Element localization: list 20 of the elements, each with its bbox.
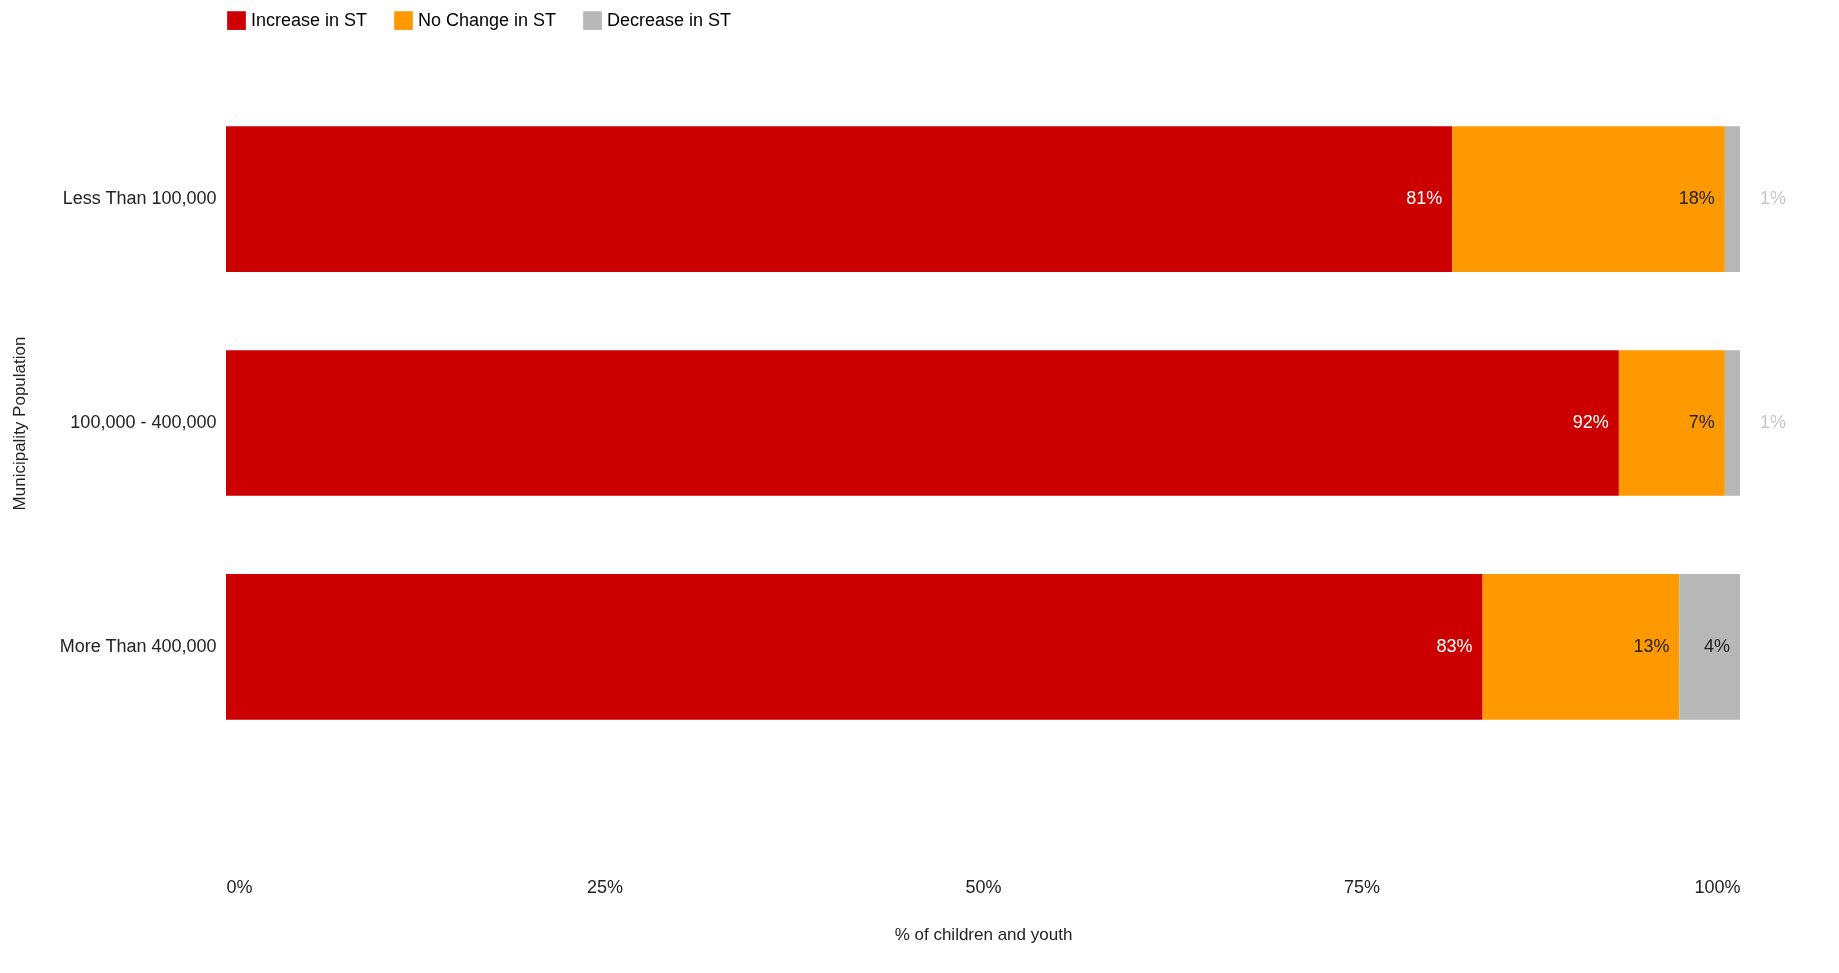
y-tick-label: 100,000 - 400,000 — [70, 412, 217, 432]
y-axis-title: Municipality Population — [10, 336, 30, 511]
x-tick-label: 75% — [1343, 876, 1381, 897]
legend-label: Increase in ST — [251, 9, 368, 30]
data-label: 18% — [1678, 188, 1715, 209]
data-label: 92% — [1572, 412, 1609, 432]
x-tick-label: 0% — [226, 876, 253, 897]
y-tick-label: Less Than 100,000 — [62, 188, 217, 209]
legend-label: No Change in ST — [418, 9, 557, 30]
legend-label: Decrease in ST — [607, 9, 732, 30]
data-label: 13% — [1633, 635, 1670, 656]
x-tick-label: 100% — [1694, 876, 1741, 897]
x-tick-label: 50% — [965, 876, 1002, 897]
data-label: 7% — [1688, 412, 1715, 432]
x-tick-label: 25% — [586, 876, 624, 897]
data-label: 83% — [1436, 635, 1473, 656]
x-axis-title: % of children and youth — [894, 924, 1073, 944]
y-tick-label: More Than 400,000 — [59, 635, 217, 656]
data-label: 81% — [1406, 188, 1443, 209]
data-label: 4% — [1703, 635, 1730, 656]
